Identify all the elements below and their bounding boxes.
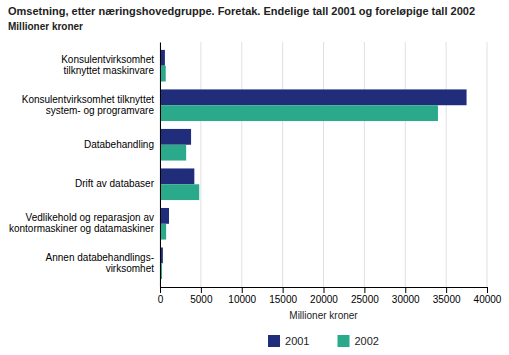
y-tick-label: Vedlikehold og reparasjon avkontormaskin…	[9, 212, 155, 234]
y-tick-label: Drift av databaser	[75, 178, 155, 189]
grid-line	[200, 42, 201, 287]
grid-line	[364, 42, 365, 287]
bar	[160, 105, 438, 121]
y-tick-label: Konsulentvirksomhet tilknyttetsystem- og…	[22, 94, 155, 116]
x-tick-label: 35000	[433, 294, 461, 305]
grid	[160, 42, 487, 287]
grid-line	[446, 42, 447, 287]
y-tick-label-line: tilknyttet maskinvare	[63, 65, 154, 76]
x-tick-label: 0	[158, 294, 164, 305]
grid-line	[282, 42, 283, 287]
chart-container: Omsetning, etter næringshovedgruppe. For…	[0, 0, 509, 355]
bar	[160, 145, 186, 161]
x-tick: 20000	[310, 287, 338, 305]
x-tick-mark	[201, 287, 202, 293]
y-tick-label-line: Drift av databaser	[75, 178, 155, 189]
plot: 0 5000 10000 15000 20000 25000 30000 35000 40000…	[9, 42, 502, 321]
legend-swatch	[268, 335, 280, 347]
grid-line	[323, 42, 324, 287]
x-tick: 35000	[433, 287, 461, 305]
legend-label: 2001	[285, 335, 309, 347]
x-tick: 40000	[474, 287, 502, 305]
y-tick: Vedlikehold og reparasjon avkontormaskin…	[9, 212, 160, 234]
x-axis-line	[161, 288, 488, 294]
y-tick-label: Databehandling	[84, 139, 154, 150]
bar	[160, 184, 199, 200]
chart-svg: Omsetning, etter næringshovedgruppe. For…	[0, 0, 509, 355]
x-tick-label: 20000	[310, 294, 338, 305]
bar	[160, 89, 467, 105]
x-tick: 15000	[269, 287, 297, 305]
x-tick-label: 40000	[474, 294, 502, 305]
x-axis-title: Millioner kroner	[289, 310, 358, 321]
legend-item: 2001	[268, 335, 309, 347]
y-axis-line	[160, 43, 161, 288]
x-tick-mark	[405, 287, 406, 293]
x-tick-mark	[324, 287, 325, 293]
x-tick-mark	[283, 287, 284, 293]
y-tick-label-line: Databehandling	[84, 139, 154, 150]
grid-line	[405, 42, 406, 287]
y-tick-label: Konsulentvirksomhettilknyttet maskinvare	[61, 54, 154, 76]
x-tick-label: 25000	[351, 294, 379, 305]
x-tick-mark	[446, 287, 447, 293]
y-tick: Databehandling	[84, 139, 160, 150]
legend: 2001 2002	[268, 335, 379, 347]
grid-line	[241, 42, 242, 287]
x-tick: 30000	[392, 287, 420, 305]
x-tick-label: 10000	[228, 294, 256, 305]
y-tick-label-line: Konsulentvirksomhet	[61, 54, 154, 65]
x-tick-mark	[160, 287, 161, 293]
grid-line	[160, 42, 161, 287]
bar-series	[160, 66, 438, 279]
x-tick-mark	[242, 287, 243, 293]
x-tick-label: 30000	[392, 294, 420, 305]
legend-item: 2002	[338, 335, 379, 347]
x-tick: 0	[158, 287, 164, 305]
x-axis: 0 5000 10000 15000 20000 25000 30000 35000 40000	[158, 287, 502, 305]
y-tick: Annen databehandlings-virksomhet	[46, 252, 160, 274]
y-tick: Konsulentvirksomhet tilknyttetsystem- og…	[22, 94, 160, 116]
bar	[160, 129, 191, 145]
subtitle: Millioner kroner	[8, 21, 83, 32]
x-tick-label: 5000	[190, 294, 213, 305]
bar	[160, 208, 169, 224]
x-tick: 25000	[351, 287, 379, 305]
bar	[160, 168, 194, 184]
y-tick-label-line: system- og programvare	[46, 105, 155, 116]
y-tick-label-line: Vedlikehold og reparasjon av	[26, 212, 154, 223]
x-tick: 5000	[190, 287, 213, 305]
x-tick-mark	[364, 287, 365, 293]
grid-line	[487, 42, 488, 287]
legend-label: 2002	[355, 335, 379, 347]
y-tick: Konsulentvirksomhettilknyttet maskinvare	[61, 54, 160, 76]
bar-series	[160, 50, 467, 263]
x-tick: 10000	[228, 287, 256, 305]
x-tick-mark	[487, 287, 488, 293]
y-tick-label-line: Konsulentvirksomhet tilknyttet	[22, 94, 155, 105]
y-tick-label-line: kontormaskiner og datamaskiner	[9, 223, 155, 234]
y-axis: Konsulentvirksomhettilknyttet maskinvare…	[9, 43, 161, 288]
title: Omsetning, etter næringshovedgruppe. For…	[8, 5, 475, 17]
legend-swatch	[338, 335, 350, 347]
y-tick: Drift av databaser	[75, 178, 160, 189]
title-line: Omsetning, etter næringshovedgruppe. For…	[8, 5, 475, 17]
y-tick-label-line: virksomhet	[106, 263, 155, 274]
y-tick-label-line: Annen databehandlings-	[46, 252, 154, 263]
bars	[160, 50, 467, 279]
x-tick-label: 15000	[269, 294, 297, 305]
y-tick-label: Annen databehandlings-virksomhet	[46, 252, 155, 274]
